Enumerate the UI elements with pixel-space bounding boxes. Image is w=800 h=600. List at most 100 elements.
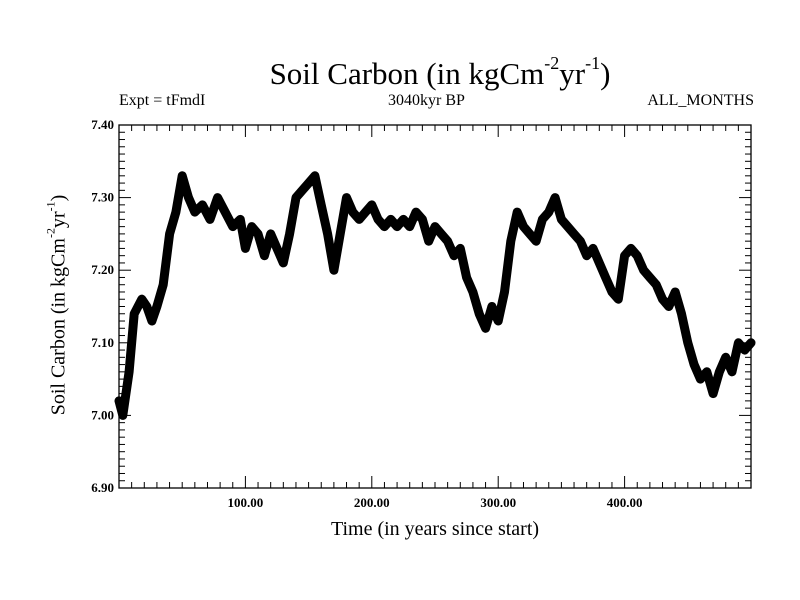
- ylabel-text: Soil Carbon (in kgCm: [47, 238, 70, 416]
- data-point: [427, 240, 430, 242]
- data-point: [396, 225, 398, 228]
- data-point: [655, 283, 657, 286]
- data-point: [649, 276, 651, 279]
- data-point: [712, 392, 714, 395]
- data-point: [661, 298, 664, 301]
- data-point: [162, 283, 165, 286]
- data-point: [522, 225, 525, 228]
- data-point: [434, 225, 436, 228]
- data-point: [484, 327, 487, 330]
- x-tick-label: 300.00: [480, 495, 516, 510]
- months-label: ALL_MONTHS: [647, 92, 754, 109]
- data-point: [560, 218, 563, 221]
- data-point: [276, 247, 278, 250]
- series-line-band: [114, 171, 756, 420]
- data-point: [339, 233, 342, 235]
- y-tick-label: 7.40: [91, 117, 114, 132]
- experiment-label: Expt = tFmdI: [119, 92, 206, 109]
- data-point: [611, 291, 613, 293]
- data-point: [446, 240, 449, 242]
- y-tick-label: 7.00: [91, 407, 114, 422]
- data-point: [326, 233, 329, 235]
- data-point: [737, 342, 740, 344]
- data-point: [187, 196, 190, 199]
- series-group: [114, 171, 756, 420]
- data-point: [389, 218, 392, 221]
- data-point: [674, 291, 676, 293]
- data-point: [472, 291, 474, 293]
- ylabel-unit: yr: [47, 211, 70, 229]
- tick-labels: 100.00 200.00 300.00 400.00 6.90 7.00 7.10 7.20…: [91, 117, 642, 510]
- y-tick-label: 7.20: [91, 262, 114, 277]
- data-point: [320, 204, 323, 206]
- title-exponent-2: -1: [585, 52, 601, 73]
- data-point: [168, 233, 171, 235]
- data-point: [263, 254, 266, 257]
- y-axis-label: Soil Carbon (in kgCm-2yr-1): [43, 195, 71, 416]
- data-point: [699, 378, 702, 380]
- data-point: [146, 305, 148, 308]
- data-point: [194, 211, 196, 213]
- data-point: [377, 218, 379, 221]
- data-point: [244, 247, 247, 250]
- data-point: [705, 371, 708, 373]
- data-point: [295, 196, 297, 199]
- ylabel-exponent-2: -1: [43, 201, 58, 212]
- data-point: [503, 291, 506, 293]
- data-point: [216, 196, 219, 199]
- data-point: [592, 247, 594, 250]
- data-point: [333, 269, 335, 272]
- data-point: [453, 254, 455, 257]
- data-point: [301, 189, 304, 192]
- data-point: [478, 312, 481, 315]
- data-point: [724, 356, 727, 359]
- data-point: [465, 276, 468, 279]
- data-point: [224, 211, 226, 213]
- x-tick-label: 400.00: [607, 495, 643, 510]
- data-point: [598, 262, 601, 264]
- data-point: [497, 320, 500, 322]
- data-point: [642, 269, 645, 272]
- data-point: [156, 305, 158, 308]
- data-point: [687, 342, 689, 344]
- x-axis-label: Time (in years since start): [330, 518, 540, 540]
- data-point: [402, 218, 405, 221]
- data-point: [440, 233, 443, 235]
- data-point: [566, 225, 569, 228]
- title-close: ): [600, 56, 611, 91]
- data-point: [516, 211, 518, 213]
- data-point: [731, 371, 733, 373]
- data-point: [579, 240, 582, 242]
- data-point: [151, 320, 153, 322]
- data-point: [358, 218, 360, 221]
- data-point: [630, 247, 632, 250]
- data-point: [307, 182, 310, 184]
- data-point: [415, 211, 417, 213]
- title-text: Soil Carbon (in kgCm: [269, 56, 545, 91]
- data-point: [510, 240, 512, 242]
- data-point: [573, 233, 575, 235]
- data-point: [535, 240, 537, 242]
- title-exponent-1: -2: [544, 52, 560, 73]
- data-point: [668, 305, 670, 308]
- data-point: [604, 276, 607, 279]
- data-point: [140, 298, 143, 301]
- data-point: [617, 298, 620, 301]
- plot-frame: [118, 124, 752, 489]
- data-point: [554, 196, 556, 199]
- data-point: [623, 254, 626, 257]
- data-point: [352, 211, 354, 213]
- data-point: [209, 218, 211, 221]
- title-unit: yr: [559, 56, 586, 91]
- y-tick-label: 6.90: [91, 480, 114, 495]
- x-tick-label: 200.00: [354, 495, 390, 510]
- data-point: [529, 233, 531, 235]
- data-point: [459, 247, 462, 250]
- data-point: [421, 218, 424, 221]
- ylabel-exponent-1: -2: [43, 228, 58, 239]
- data-point: [269, 233, 272, 235]
- chart-title: Soil Carbon (in kgCm-2yr-1): [0, 52, 800, 92]
- data-point: [408, 225, 411, 228]
- data-point: [743, 349, 746, 351]
- data-point: [680, 312, 683, 315]
